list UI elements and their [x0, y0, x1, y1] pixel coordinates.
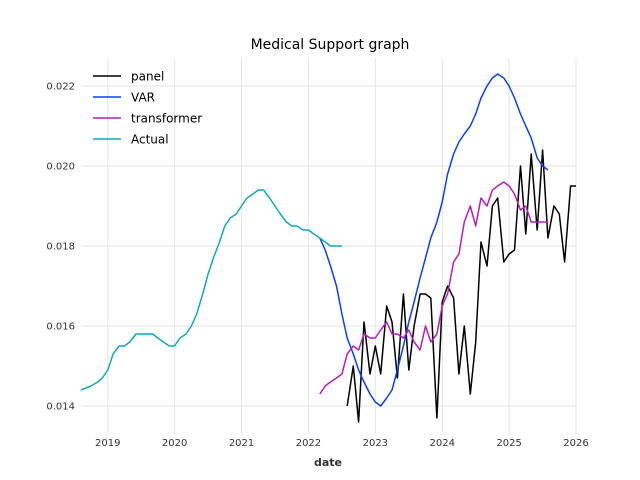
- legend-label-panel: panel: [131, 70, 164, 84]
- x-tick-label: 2019: [95, 438, 120, 449]
- y-tick-label: 0.016: [46, 322, 75, 333]
- x-tick-label: 2025: [496, 438, 521, 449]
- grid: [81, 58, 577, 434]
- series-line-panel: [346, 149, 576, 423]
- y-tick-label: 0.020: [46, 162, 75, 173]
- series-line-var: [319, 73, 549, 407]
- y-tick-label: 0.022: [46, 82, 75, 93]
- x-tick-label: 2023: [363, 438, 388, 449]
- legend-label-transformer: transformer: [131, 112, 202, 126]
- y-axis-ticks: 0.014 0.016 0.018 0.020 0.022: [46, 82, 75, 413]
- x-tick-label: 2022: [296, 438, 321, 449]
- x-tick-label: 2021: [229, 438, 254, 449]
- legend-label-var: VAR: [131, 91, 155, 105]
- y-tick-label: 0.014: [46, 402, 75, 413]
- series-line-transformer: [319, 181, 548, 395]
- x-tick-label: 2020: [162, 438, 187, 449]
- chart-title: Medical Support graph: [251, 37, 410, 53]
- series-group: [80, 73, 576, 423]
- legend: panel VAR transformer Actual: [93, 70, 202, 147]
- y-tick-label: 0.018: [46, 242, 75, 253]
- series-line-actual: [80, 189, 342, 391]
- legend-label-actual: Actual: [131, 133, 169, 147]
- x-axis-label: date: [314, 456, 342, 469]
- x-axis-ticks: 2019 2020 2021 2022 2023 2024 2025 2026: [95, 438, 589, 449]
- x-tick-label: 2024: [429, 438, 454, 449]
- x-tick-label: 2026: [563, 438, 588, 449]
